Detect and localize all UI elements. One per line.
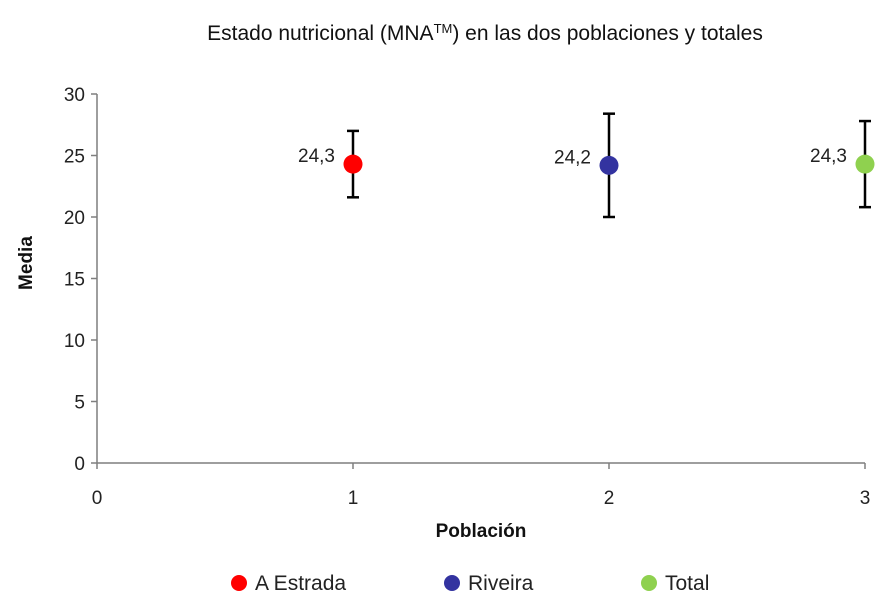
data-labels: 24,3 24,2 24,3: [298, 146, 847, 168]
y-tick-label: 0: [74, 454, 85, 475]
x-axis-title: Población: [436, 521, 527, 542]
data-label: 24,3: [298, 146, 335, 167]
data-label: 24,3: [810, 146, 847, 167]
chart-title: Estado nutricional (MNATM) en las dos po…: [207, 21, 763, 46]
chart-title-sup: TM: [434, 21, 453, 36]
data-points: [343, 154, 875, 175]
legend-marker: [641, 575, 657, 591]
x-tick-label: 0: [92, 488, 103, 509]
chart-title-suffix: ) en las dos poblaciones y totales: [452, 22, 763, 45]
x-tick-label: 1: [348, 488, 359, 509]
y-axis-ticks: 0 5 10 15 20 25 30: [64, 85, 97, 475]
legend-label: Total: [665, 572, 709, 595]
data-point: [855, 154, 875, 174]
y-axis-title: Media: [16, 236, 37, 290]
legend-label: Riveira: [468, 572, 534, 595]
y-tick-label: 15: [64, 270, 85, 291]
y-tick-label: 25: [64, 147, 85, 168]
y-tick-label: 20: [64, 208, 85, 229]
legend-label: A Estrada: [255, 572, 346, 595]
y-tick-label: 5: [74, 393, 85, 414]
legend-marker: [231, 575, 247, 591]
chart-title-main: Estado nutricional (MNA: [207, 22, 433, 45]
y-tick-label: 10: [64, 331, 85, 352]
x-tick-label: 3: [860, 488, 871, 509]
legend-marker: [444, 575, 460, 591]
legend: A Estrada Riveira Total: [231, 572, 709, 595]
y-tick-label: 30: [64, 85, 85, 106]
axes: [96, 94, 865, 464]
x-axis-ticks: 0 1 2 3: [92, 463, 871, 509]
data-point: [599, 155, 619, 175]
data-point: [343, 154, 363, 174]
x-tick-label: 2: [604, 488, 615, 509]
data-label: 24,2: [554, 147, 591, 168]
